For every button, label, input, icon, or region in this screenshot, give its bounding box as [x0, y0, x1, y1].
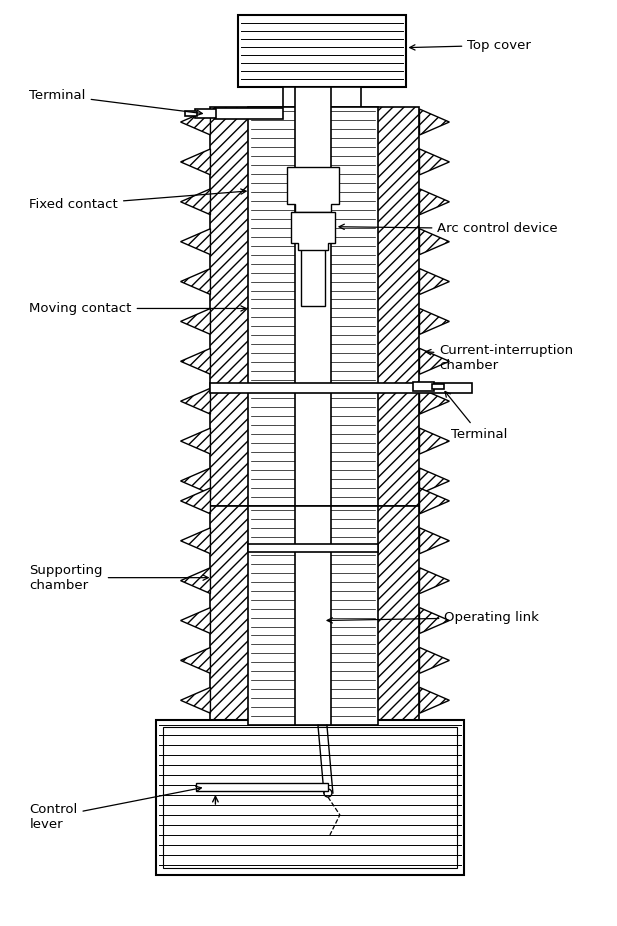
Polygon shape — [181, 647, 210, 673]
Polygon shape — [420, 528, 449, 554]
Bar — [163, 727, 457, 868]
Text: Terminal: Terminal — [29, 89, 202, 116]
Polygon shape — [420, 647, 449, 673]
Text: Supporting
chamber: Supporting chamber — [29, 564, 209, 592]
Polygon shape — [291, 212, 335, 250]
Polygon shape — [181, 607, 210, 633]
Polygon shape — [181, 428, 210, 454]
Polygon shape — [181, 109, 210, 135]
Polygon shape — [181, 269, 210, 294]
Bar — [215, 108, 283, 119]
Polygon shape — [420, 109, 449, 135]
Bar — [196, 783, 328, 791]
Bar — [301, 187, 325, 307]
Bar — [210, 383, 472, 394]
Bar — [248, 107, 378, 506]
Polygon shape — [420, 149, 449, 175]
Text: Control
lever: Control lever — [29, 786, 201, 831]
Polygon shape — [420, 229, 449, 255]
Text: Moving contact: Moving contact — [29, 302, 246, 315]
Polygon shape — [181, 468, 210, 494]
Bar — [248, 544, 378, 552]
Bar — [283, 87, 361, 107]
Polygon shape — [181, 189, 210, 215]
Polygon shape — [420, 269, 449, 294]
Text: Arc control device: Arc control device — [339, 222, 558, 235]
Polygon shape — [181, 488, 210, 514]
Polygon shape — [181, 687, 210, 713]
Polygon shape — [181, 348, 210, 374]
Polygon shape — [420, 607, 449, 633]
Bar — [210, 107, 420, 506]
Bar — [238, 16, 405, 87]
Polygon shape — [181, 388, 210, 414]
Polygon shape — [181, 149, 210, 175]
Polygon shape — [420, 488, 449, 514]
Bar — [155, 720, 465, 875]
Polygon shape — [420, 568, 449, 594]
Bar — [295, 506, 331, 725]
Text: Fixed contact: Fixed contact — [29, 189, 246, 211]
Polygon shape — [181, 528, 210, 554]
Bar — [210, 506, 420, 725]
Bar — [248, 506, 378, 725]
Bar — [295, 87, 331, 506]
Polygon shape — [181, 568, 210, 594]
Polygon shape — [420, 348, 449, 374]
Bar — [413, 382, 434, 391]
Bar — [194, 109, 217, 118]
Polygon shape — [181, 308, 210, 334]
Text: Current-interruption
chamber: Current-interruption chamber — [426, 344, 574, 372]
Text: Top cover: Top cover — [410, 39, 531, 52]
Polygon shape — [420, 308, 449, 334]
Polygon shape — [287, 167, 339, 212]
Polygon shape — [181, 229, 210, 255]
Bar — [433, 384, 444, 389]
Polygon shape — [420, 189, 449, 215]
Polygon shape — [420, 687, 449, 713]
Text: Operating link: Operating link — [327, 611, 539, 624]
Bar — [184, 111, 196, 116]
Polygon shape — [420, 468, 449, 494]
Polygon shape — [420, 388, 449, 414]
Polygon shape — [420, 428, 449, 454]
Text: Terminal: Terminal — [445, 392, 508, 441]
